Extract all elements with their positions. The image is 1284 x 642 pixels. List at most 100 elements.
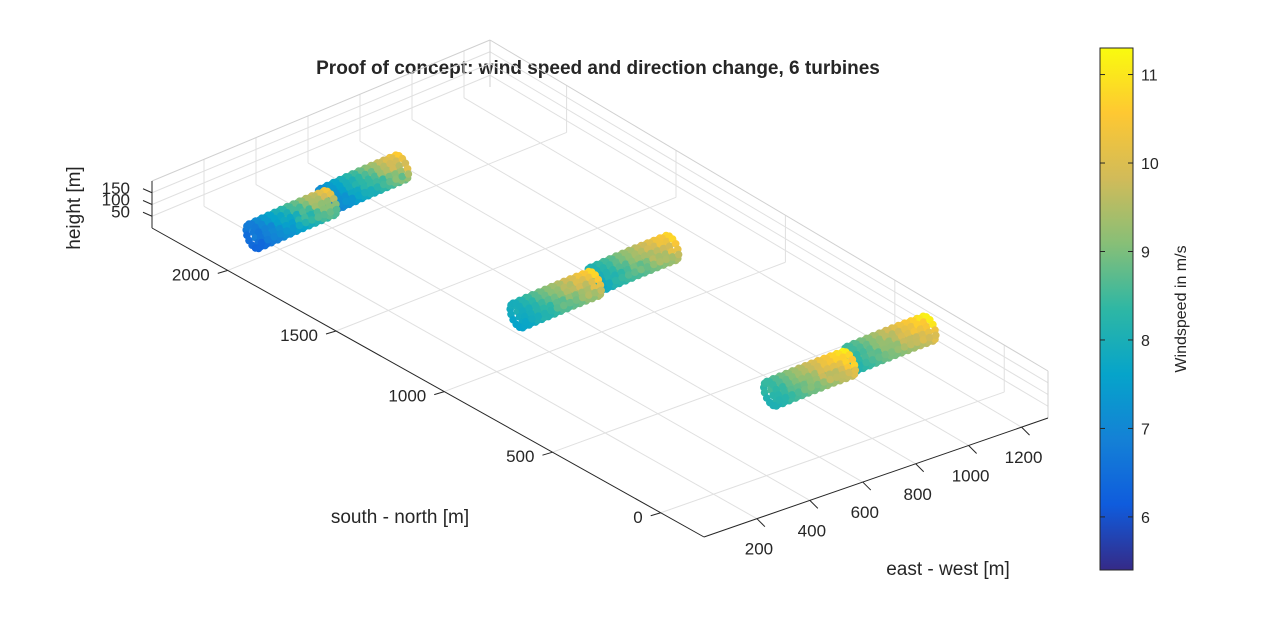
wake-point	[881, 350, 890, 359]
grid-line	[203, 205, 758, 520]
wake-point	[528, 315, 536, 323]
box-edge	[489, 39, 1049, 372]
wake-point	[807, 383, 816, 391]
x-tick-label: 800	[904, 485, 932, 504]
wake-point	[794, 388, 803, 397]
wake-point	[907, 340, 915, 349]
wake-point	[354, 191, 363, 200]
colorbar-tick-label: 7	[1141, 421, 1150, 438]
wake-point	[295, 221, 304, 230]
grid-line	[151, 63, 491, 205]
chart-title: Proof of concept: wind speed and directi…	[316, 58, 880, 79]
colorbar	[1099, 47, 1134, 571]
grid-line	[307, 162, 864, 483]
z-tick-mark	[142, 188, 153, 194]
wake-point	[572, 296, 581, 304]
grid-line	[489, 74, 1049, 407]
x-tick-mark	[968, 445, 977, 454]
wake-point	[862, 358, 870, 367]
colorbar-ticks: 6 7 8 9 10 11	[1100, 68, 1159, 527]
wake-point	[332, 205, 341, 214]
grid-line	[660, 391, 1005, 514]
wake-point	[637, 265, 645, 274]
wake-point	[314, 213, 323, 221]
y-axis-label: south - north [m]	[331, 507, 469, 528]
wake-point	[624, 271, 633, 279]
y-axis-line	[151, 227, 705, 538]
wake-point	[553, 304, 562, 312]
wake-point	[270, 233, 279, 241]
grid-line	[359, 140, 916, 465]
wake-point	[775, 396, 783, 405]
x-tick-mark	[1021, 426, 1030, 436]
y-tick-label: 1500	[280, 326, 318, 345]
x-tick-mark	[862, 481, 872, 491]
wake-point	[591, 288, 599, 297]
grid-line	[552, 326, 895, 453]
x-axis-line	[703, 417, 1049, 538]
wake-point	[820, 378, 828, 386]
wake-point	[373, 183, 382, 191]
wake-point	[264, 235, 272, 244]
wake-point	[643, 263, 652, 271]
grid-line	[489, 51, 1049, 384]
wake-point	[650, 260, 658, 269]
colorbar-tick-label: 6	[1141, 510, 1150, 527]
tick-labels: 0 500 1000 1500 2000 200 400 600 800 1000 1200 5010…	[102, 179, 1043, 559]
grid-line	[255, 184, 811, 501]
x-tick-label: 1000	[952, 466, 990, 485]
wake-point	[398, 172, 407, 181]
wake-point	[674, 250, 683, 259]
y-tick-label: 1000	[388, 387, 426, 406]
grid-line	[227, 131, 567, 271]
wake-point	[888, 348, 896, 356]
wake-point	[788, 391, 796, 399]
x-tick-mark	[915, 463, 925, 473]
wake-point	[900, 343, 909, 351]
wake-point	[826, 375, 835, 384]
box-edge	[151, 39, 491, 182]
grid-line	[151, 51, 491, 194]
wake-point	[257, 238, 266, 247]
wake-point	[289, 224, 298, 232]
wake-point	[302, 218, 310, 227]
wake-point	[534, 312, 543, 321]
wake-point	[566, 298, 574, 307]
wake-point	[308, 216, 316, 224]
colorbar-tick-label: 8	[1141, 333, 1150, 350]
wake-point	[367, 186, 376, 194]
colorbar-tick-label: 9	[1141, 244, 1150, 261]
y-tick-mark	[325, 330, 337, 335]
wake-point	[631, 268, 639, 277]
wake-point	[781, 393, 790, 402]
wake-point	[283, 227, 291, 235]
wake-point	[342, 197, 350, 206]
x-tick-mark	[809, 500, 819, 509]
wake-point	[521, 318, 530, 326]
wake-point	[348, 194, 357, 203]
wake-point	[839, 371, 847, 379]
z-tick-mark	[142, 200, 153, 205]
wake-point	[326, 208, 335, 216]
wake-point	[386, 177, 394, 186]
wake-point	[913, 338, 921, 347]
wake-point	[605, 279, 614, 288]
x-tick-label: 600	[851, 503, 879, 522]
wake-point	[612, 276, 620, 285]
axis-lines	[142, 181, 1049, 538]
wake-point	[919, 336, 928, 344]
wake-point	[925, 333, 934, 342]
wake-point	[851, 366, 860, 375]
grid-line	[335, 196, 677, 332]
wake-point	[392, 175, 400, 183]
wake-point	[875, 353, 883, 362]
colorbar-tick-label: 10	[1141, 156, 1159, 173]
wake-point	[894, 345, 902, 354]
z-tick-label: 150	[102, 179, 130, 198]
z-tick-label: 100	[102, 191, 130, 210]
wake-point	[578, 293, 587, 302]
wake-point	[320, 210, 329, 219]
wake-point	[547, 306, 555, 315]
wake-point	[656, 258, 664, 266]
